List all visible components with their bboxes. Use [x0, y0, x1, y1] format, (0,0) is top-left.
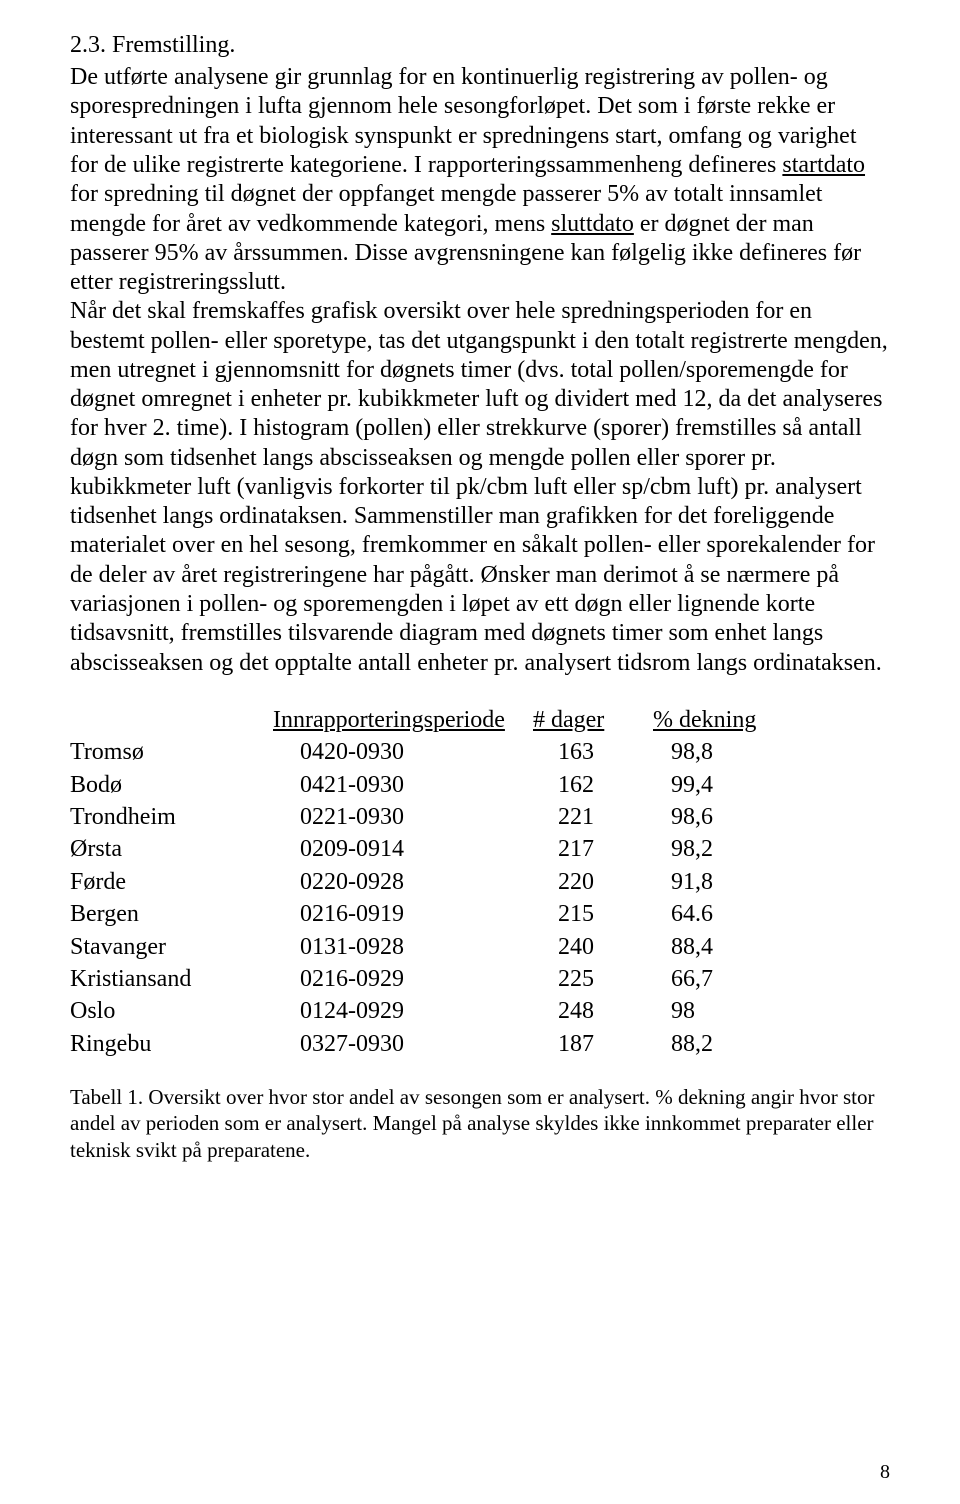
table-row: Bodø 0421-0930 162 99,4 [70, 769, 793, 801]
table-row: Bergen 0216-0919 215 64.6 [70, 898, 793, 930]
coverage-table-container: Innrapporteringsperiode # dager % deknin… [70, 704, 890, 1060]
cell-period: 0220-0928 [245, 866, 533, 898]
table-row: Førde 0220-0928 220 91,8 [70, 866, 793, 898]
table-row: Oslo 0124-0929 248 98 [70, 995, 793, 1027]
cell-days: 162 [533, 769, 653, 801]
cell-coverage: 99,4 [653, 769, 793, 801]
cell-station: Tromsø [70, 736, 245, 768]
cell-station: Oslo [70, 995, 245, 1027]
coverage-table: Innrapporteringsperiode # dager % deknin… [70, 704, 793, 1060]
table-row: Kristiansand 0216-0929 225 66,7 [70, 963, 793, 995]
cell-days: 217 [533, 833, 653, 865]
table-row: Tromsø 0420-0930 163 98,8 [70, 736, 793, 768]
text-run: De utførte analysene gir grunnlag for en… [70, 64, 857, 178]
cell-days: 225 [533, 963, 653, 995]
cell-days: 248 [533, 995, 653, 1027]
underlined-term-startdato: startdato [782, 152, 865, 178]
cell-period: 0421-0930 [245, 769, 533, 801]
cell-coverage: 98,6 [653, 801, 793, 833]
cell-period: 0131-0928 [245, 931, 533, 963]
col-header-coverage: % dekning [653, 704, 793, 736]
cell-station: Bodø [70, 769, 245, 801]
cell-station: Ringebu [70, 1028, 245, 1060]
text-run: Når det skal fremskaffes grafisk oversik… [70, 298, 888, 675]
underlined-term-sluttdato: sluttdato [551, 211, 634, 237]
cell-days: 215 [533, 898, 653, 930]
page-number: 8 [880, 1461, 890, 1484]
table-row: Ringebu 0327-0930 187 88,2 [70, 1028, 793, 1060]
cell-station: Kristiansand [70, 963, 245, 995]
table-caption: Tabell 1. Oversikt over hvor stor andel … [70, 1084, 890, 1163]
cell-days: 187 [533, 1028, 653, 1060]
cell-station: Førde [70, 866, 245, 898]
cell-period: 0327-0930 [245, 1028, 533, 1060]
table-row: Stavanger 0131-0928 240 88,4 [70, 931, 793, 963]
cell-coverage: 98 [653, 995, 793, 1027]
cell-period: 0221-0930 [245, 801, 533, 833]
cell-period: 0209-0914 [245, 833, 533, 865]
cell-station: Trondheim [70, 801, 245, 833]
cell-station: Bergen [70, 898, 245, 930]
cell-coverage: 98,8 [653, 736, 793, 768]
cell-coverage: 98,2 [653, 833, 793, 865]
cell-days: 163 [533, 736, 653, 768]
col-header-period: Innrapporteringsperiode [245, 704, 533, 736]
cell-period: 0124-0929 [245, 995, 533, 1027]
table-row: Trondheim 0221-0930 221 98,6 [70, 801, 793, 833]
section-heading: 2.3. Fremstilling. [70, 30, 890, 61]
cell-coverage: 64.6 [653, 898, 793, 930]
table-body: Tromsø 0420-0930 163 98,8 Bodø 0421-0930… [70, 736, 793, 1060]
body-paragraph: De utførte analysene gir grunnlag for en… [70, 63, 890, 678]
cell-period: 0216-0929 [245, 963, 533, 995]
cell-days: 220 [533, 866, 653, 898]
cell-station: Stavanger [70, 931, 245, 963]
document-page: 2.3. Fremstilling. De utførte analysene … [0, 0, 960, 1504]
cell-coverage: 66,7 [653, 963, 793, 995]
cell-period: 0420-0930 [245, 736, 533, 768]
col-header-station [70, 704, 245, 736]
col-header-days: # dager [533, 704, 653, 736]
cell-days: 240 [533, 931, 653, 963]
cell-days: 221 [533, 801, 653, 833]
cell-coverage: 88,2 [653, 1028, 793, 1060]
cell-station: Ørsta [70, 833, 245, 865]
table-row: Ørsta 0209-0914 217 98,2 [70, 833, 793, 865]
cell-period: 0216-0919 [245, 898, 533, 930]
table-header-row: Innrapporteringsperiode # dager % deknin… [70, 704, 793, 736]
cell-coverage: 91,8 [653, 866, 793, 898]
cell-coverage: 88,4 [653, 931, 793, 963]
